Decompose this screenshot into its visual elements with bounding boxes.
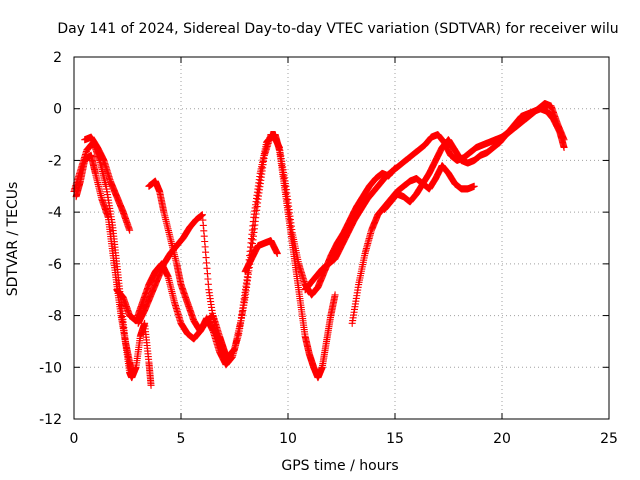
data-point (560, 136, 568, 144)
data-point (560, 144, 568, 151)
y-tick-label: -4 (48, 205, 62, 221)
series-track-7 (241, 237, 281, 276)
y-axis-label: SDTVAR / TECUs (5, 182, 21, 297)
y-tick-label: 0 (53, 102, 62, 118)
y-tick-label: -12 (39, 412, 62, 428)
data-point (126, 226, 134, 234)
data-point (331, 291, 339, 299)
y-tick-label: -2 (48, 153, 62, 169)
x-axis-label: GPS time / hours (281, 458, 398, 474)
y-tick-label: -8 (48, 309, 62, 325)
data-point (273, 250, 281, 258)
x-tick-label: 5 (177, 431, 186, 447)
chart-title: Day 141 of 2024, Sidereal Day-to-day VTE… (57, 21, 618, 37)
y-tick-label: 2 (53, 50, 62, 66)
data-points (70, 100, 568, 389)
data-point (147, 381, 155, 389)
series-track-10 (380, 100, 568, 214)
series-track-8 (301, 105, 568, 294)
y-tick-label: -6 (48, 257, 62, 273)
data-point (470, 182, 478, 190)
x-tick-label: 10 (279, 431, 297, 447)
x-tick-label: 0 (70, 431, 79, 447)
plot-frame (73, 56, 610, 420)
x-tick-label: 20 (493, 431, 511, 447)
data-point (128, 371, 136, 379)
series-track-9 (348, 162, 478, 327)
x-tick-label: 25 (600, 431, 618, 447)
y-tick-label: -10 (39, 360, 62, 376)
series-track-2 (72, 151, 136, 379)
series-track-3 (81, 133, 134, 234)
x-tick-label: 15 (386, 431, 404, 447)
